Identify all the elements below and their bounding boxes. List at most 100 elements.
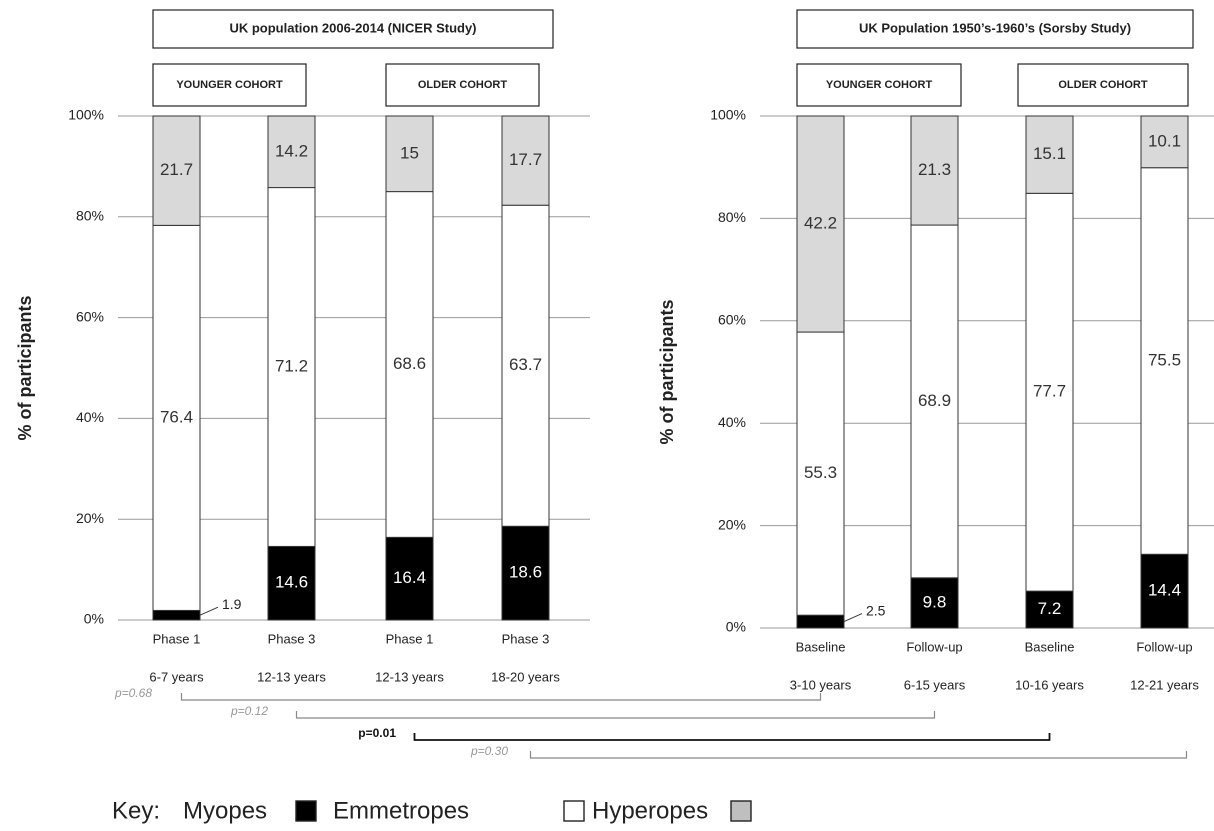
- x-tick-label: Phase 3: [268, 631, 316, 646]
- bar-segment-emmetropes: [910, 224, 959, 579]
- data-label: 42.2: [804, 214, 837, 233]
- bar-segment-emmetropes: [1140, 167, 1189, 555]
- bar-segment-hyperopes: [385, 115, 434, 193]
- y-tick-label: 0%: [84, 611, 104, 627]
- bar-segment-emmetropes: [1025, 192, 1074, 592]
- x-age-label: 3-10 years: [790, 677, 852, 692]
- x-age-label: 12-21 years: [1130, 677, 1199, 692]
- chart-panel-2: UK Population 1950’s-1960’s (Sorsby Stud…: [657, 9, 1214, 692]
- x-age-label: 6-15 years: [904, 677, 966, 692]
- data-label: 15.1: [1033, 144, 1066, 163]
- x-tick-label: Phase 3: [502, 631, 550, 646]
- cohort-box: [796, 63, 962, 107]
- bar-segment-myopes: [796, 614, 845, 629]
- y-tick-label: 60%: [76, 308, 104, 324]
- x-age-label: 10-16 years: [1015, 677, 1084, 692]
- x-age-label: 12-13 years: [375, 669, 444, 684]
- y-tick-label: 80%: [718, 209, 746, 225]
- x-tick-label: Follow-up: [1136, 639, 1192, 654]
- data-label: 7.2: [1038, 599, 1062, 618]
- bar-segment-emmetropes: [385, 191, 434, 538]
- data-label: 77.7: [1033, 382, 1066, 401]
- y-tick-label: 60%: [718, 312, 746, 328]
- comparison-line: [295, 711, 936, 719]
- p-value-label: p=0.12: [230, 704, 268, 718]
- data-label: 14.2: [275, 141, 308, 160]
- comparison-line: [529, 751, 1188, 759]
- legend-swatch: [730, 800, 752, 822]
- bar-segment-hyperopes: [796, 115, 845, 333]
- data-label: 63.7: [509, 355, 542, 374]
- data-label: 10.1: [1148, 131, 1181, 150]
- bar-segment-myopes: [267, 545, 316, 621]
- bar-segment-emmetropes: [501, 204, 550, 527]
- chart-title-box: [152, 9, 554, 49]
- cohort-label: YOUNGER COHORT: [176, 79, 283, 91]
- comparison-line: [413, 733, 1051, 741]
- p-value-label: p=0.01: [358, 726, 396, 740]
- cohort-box: [152, 63, 307, 107]
- x-age-label: 6-7 years: [149, 669, 204, 684]
- bar-segment-emmetropes: [267, 187, 316, 547]
- p-value-label: p=0.30: [470, 744, 508, 758]
- data-label: 75.5: [1148, 350, 1181, 369]
- cohort-box: [385, 63, 540, 107]
- cohort-label: OLDER COHORT: [418, 79, 508, 91]
- bar-segment-hyperopes: [267, 115, 316, 189]
- data-label: 18.6: [509, 563, 542, 582]
- legend: Key: Myopes Emmetropes Hyperopes: [112, 797, 752, 824]
- x-age-label: 18-20 years: [491, 669, 560, 684]
- legend-title: Key:: [112, 797, 160, 824]
- bar-segment-hyperopes: [501, 115, 550, 206]
- data-label: 1.9: [222, 596, 242, 612]
- y-axis-label: % of participants: [657, 299, 677, 444]
- p-value-label: p=0.68: [114, 686, 152, 700]
- y-tick-label: 20%: [718, 516, 746, 532]
- data-label: 55.3: [804, 463, 837, 482]
- comparison-bracket: p=0.01: [358, 726, 1051, 741]
- data-label: 2.5: [866, 602, 886, 618]
- y-tick-label: 40%: [718, 414, 746, 430]
- comparison-bracket: p=0.68: [114, 686, 822, 701]
- legend-label: Emmetropes: [333, 797, 469, 824]
- bar-segment-myopes: [501, 525, 550, 621]
- legend-label: Myopes: [183, 797, 267, 824]
- bar-segment-hyperopes: [152, 115, 201, 226]
- y-tick-label: 20%: [76, 510, 104, 526]
- x-tick-label: Phase 1: [153, 631, 201, 646]
- bar-segment-myopes: [385, 536, 434, 621]
- legend-label: Hyperopes: [592, 797, 708, 824]
- legend-swatch: [563, 800, 585, 822]
- chart-title-box: [796, 9, 1194, 49]
- bar-segment-myopes: [1140, 553, 1189, 629]
- data-label: 21.7: [160, 160, 193, 179]
- data-label: 21.3: [918, 160, 951, 179]
- x-tick-label: Follow-up: [906, 639, 962, 654]
- chart-panel-1: UK population 2006-2014 (NICER Study) YOU…: [15, 9, 590, 684]
- data-label: 17.7: [509, 150, 542, 169]
- x-age-label: 12-13 years: [257, 669, 326, 684]
- data-label: 15: [400, 143, 419, 162]
- data-label-leader: [199, 606, 219, 616]
- y-tick-label: 100%: [710, 107, 746, 123]
- y-tick-label: 100%: [68, 107, 104, 123]
- x-tick-label: Baseline: [1025, 639, 1075, 654]
- data-label: 9.8: [923, 592, 947, 611]
- bar-segment-hyperopes: [1140, 115, 1189, 169]
- chart-title: UK Population 1950’s-1960’s (Sorsby Stud…: [859, 20, 1131, 35]
- data-label: 68.9: [918, 391, 951, 410]
- bar-segment-myopes: [1025, 590, 1074, 629]
- data-label: 68.6: [393, 354, 426, 373]
- bar-segment-emmetropes: [796, 331, 845, 616]
- data-label: 14.4: [1148, 581, 1181, 600]
- y-tick-label: 0%: [726, 619, 746, 635]
- x-tick-label: Baseline: [796, 639, 846, 654]
- data-label: 16.4: [393, 568, 426, 587]
- y-tick-label: 80%: [76, 208, 104, 224]
- bar-segment-myopes: [152, 609, 201, 621]
- cohort-box: [1017, 63, 1189, 107]
- comparison-bracket: p=0.30: [470, 744, 1188, 759]
- data-label: 71.2: [275, 356, 308, 375]
- data-label-leader: [843, 613, 863, 623]
